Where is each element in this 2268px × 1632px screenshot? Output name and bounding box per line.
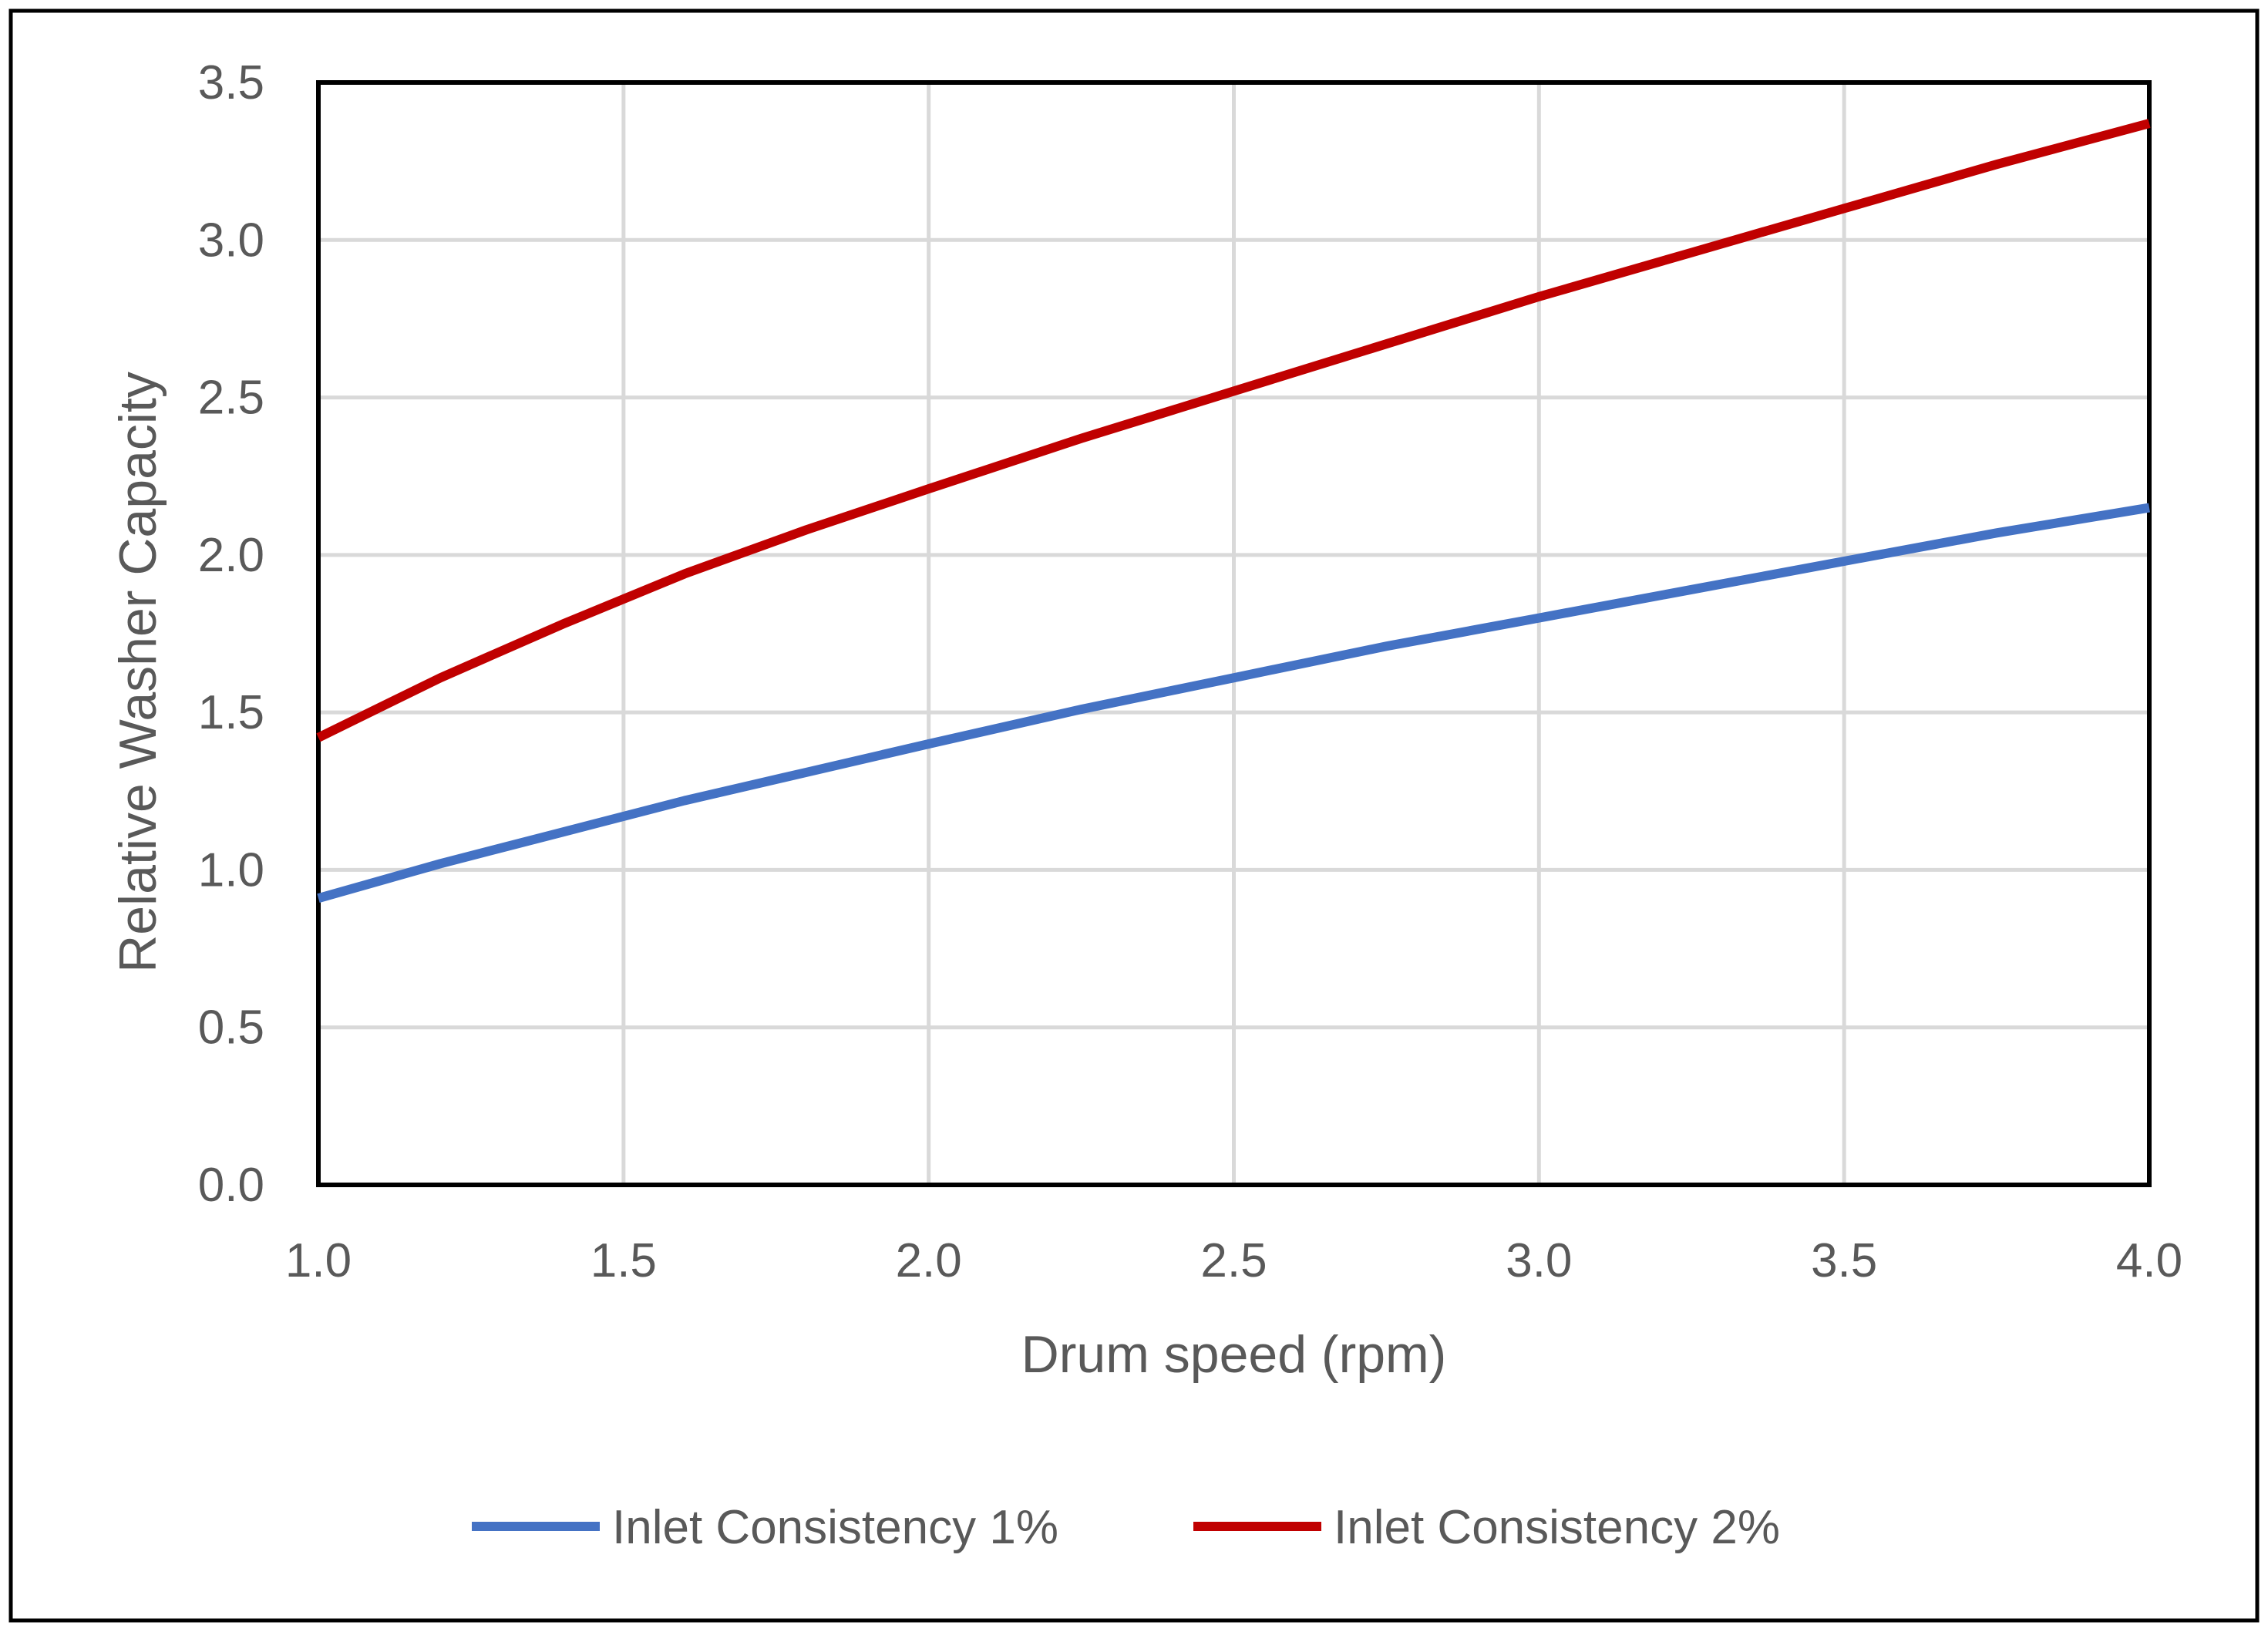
- x-tick-labels: 1.0 1.5 2.0 2.5 3.0 3.5 4.0: [285, 1234, 2182, 1287]
- y-tick-label: 2.0: [198, 529, 264, 582]
- y-tick-label: 1.0: [198, 843, 264, 897]
- x-tick-label: 2.5: [1200, 1234, 1267, 1287]
- plot-area-border: [316, 80, 2152, 1187]
- legend-label-1: Inlet Consistency 1%: [612, 1501, 1058, 1554]
- y-tick-label: 0.5: [198, 1001, 264, 1055]
- y-axis-title: Relative Washer Capacity: [109, 372, 167, 973]
- legend-label-2: Inlet Consistency 2%: [1334, 1501, 1780, 1554]
- x-tick-label: 2.0: [896, 1234, 962, 1287]
- x-tick-label: 3.5: [1811, 1234, 1877, 1287]
- x-tick-label: 3.0: [1506, 1234, 1572, 1287]
- y-tick-label: 3.5: [198, 56, 264, 109]
- x-tick-label: 1.0: [285, 1234, 352, 1287]
- x-tick-label: 1.5: [591, 1234, 657, 1287]
- y-tick-label: 3.0: [198, 214, 264, 267]
- y-tick-label: 0.0: [198, 1159, 264, 1212]
- chart-outer-border: [8, 8, 2260, 1623]
- legend: Inlet Consistency 1% Inlet Consistency 2%: [472, 1501, 1780, 1554]
- series-line-2: [316, 119, 2151, 742]
- y-tick-label: 1.5: [198, 686, 264, 739]
- y-tick-label: 2.5: [198, 372, 264, 425]
- x-axis-title: Drum speed (rpm): [1021, 1325, 1447, 1384]
- x-tick-label: 4.0: [2116, 1234, 2182, 1287]
- series-line-1: [317, 503, 2150, 903]
- series-layer: [316, 119, 2151, 903]
- y-tick-labels: 0.0 0.5 1.0 1.5 2.0 2.5 3.0 3.5: [198, 56, 264, 1212]
